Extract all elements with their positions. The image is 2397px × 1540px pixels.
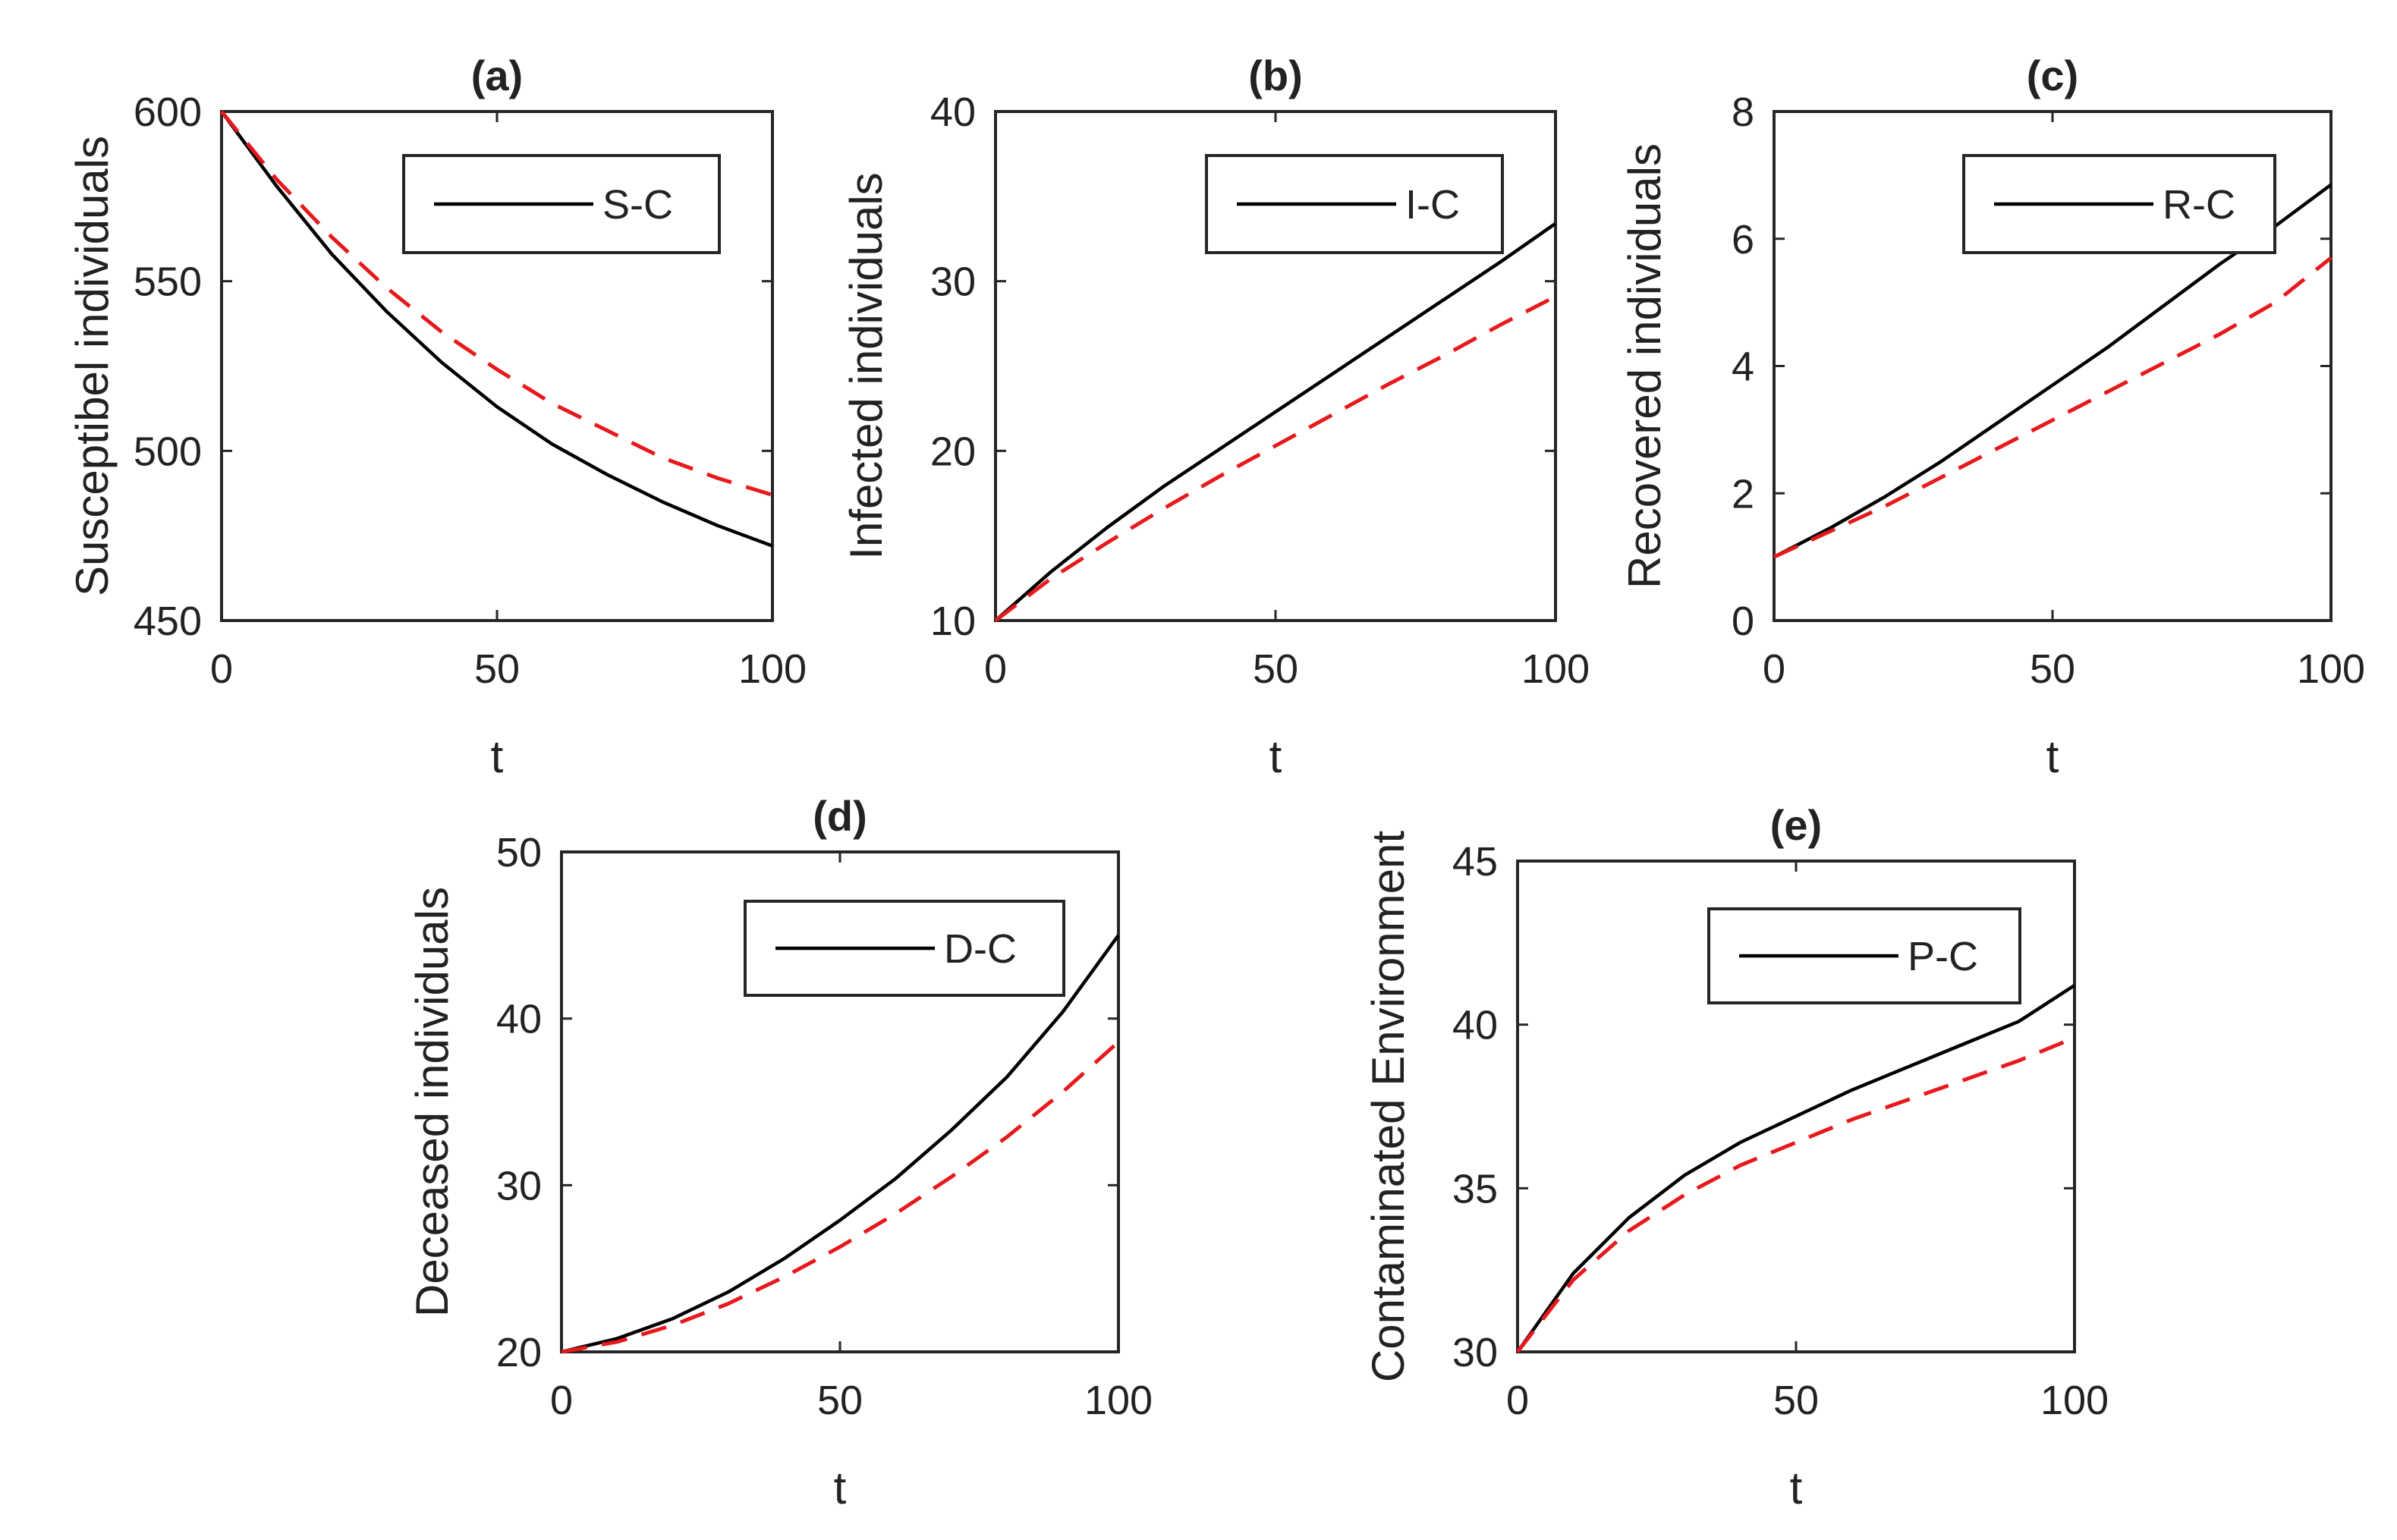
chart-c-title: (c): [2027, 52, 2078, 99]
chart-b-y-tick-label: 30: [930, 259, 976, 305]
chart-b-y-tick-label: 40: [930, 90, 976, 135]
chart-e-legend: P-C: [1707, 907, 2021, 1004]
chart-d-series-solid-line: [561, 934, 1120, 1354]
chart-e-panel: 0 50 100 30 35 40 45 t Contaminated Environment (…: [1363, 801, 2109, 1513]
chart-d-legend: D-C: [744, 900, 1065, 997]
chart-b-title: (b): [1248, 52, 1303, 99]
chart-b-series-solid-line: [994, 222, 1557, 622]
chart-c-x-tick-label: 0: [1763, 646, 1785, 692]
chart-a-y-tick-label: 550: [134, 259, 202, 305]
chart-c-y-tick-label: 0: [1732, 599, 1754, 644]
chart-a-y-tick-label: 450: [134, 599, 202, 644]
chart-c-x-tick-label: 50: [2030, 646, 2075, 692]
chart-c-y-tick-label: 2: [1732, 471, 1754, 517]
chart-a-y-axis-label: Susceptibel individuals: [67, 136, 118, 596]
chart-d-y-tick-label: 30: [496, 1163, 542, 1208]
chart-b-series-dashed-line: [994, 294, 1557, 622]
chart-a-x-tick-label: 100: [738, 646, 807, 692]
chart-c-x-tick-label: 100: [2297, 646, 2365, 692]
chart-a-legend-label: S-C: [602, 182, 673, 228]
chart-c-y-tick-label: 8: [1732, 90, 1754, 135]
chart-e-x-tick-label: 0: [1506, 1378, 1529, 1423]
chart-b-x-tick-label: 0: [984, 646, 1007, 692]
chart-a-x-tick-label: 0: [210, 646, 233, 692]
chart-d-series-dashed-line: [561, 1040, 1120, 1354]
chart-c-y-tick-label: 6: [1732, 217, 1754, 262]
chart-c-series-dashed-line: [1773, 256, 2333, 559]
chart-d-x-tick-label: 50: [817, 1378, 863, 1423]
chart-e-y-axis-label: Contaminated Environment: [1363, 831, 1414, 1382]
chart-a-panel: 0 50 100 450 500 550 600 t Susceptibel individua…: [67, 52, 807, 782]
chart-e-y-tick-label: 45: [1452, 839, 1498, 885]
chart-d-y-axis-label: Deceased individuals: [407, 887, 458, 1317]
chart-a-series-dashed-line: [220, 110, 773, 497]
chart-d-x-axis-label: t: [834, 1463, 847, 1513]
chart-c-y-axis-label: Recovered individuals: [1619, 143, 1670, 589]
chart-c-legend: R-C: [1962, 154, 2276, 254]
chart-d-title: (d): [813, 792, 867, 840]
chart-e-y-tick-label: 30: [1452, 1330, 1498, 1375]
chart-d-y-tick-label: 50: [496, 830, 542, 875]
chart-b-panel: 0 50 100 10 20 30 40 t Infected individuals (b) I-…: [841, 52, 1590, 782]
chart-d-legend-label: D-C: [944, 926, 1017, 972]
chart-a-x-axis-label: t: [491, 731, 504, 782]
chart-c-legend-label: R-C: [2163, 182, 2235, 228]
chart-d-y-tick-label: 20: [496, 1330, 542, 1375]
chart-e-x-tick-label: 50: [1773, 1378, 1819, 1423]
chart-b-x-axis-label: t: [1269, 731, 1282, 782]
chart-d-y-tick-label: 40: [496, 997, 542, 1042]
chart-b-y-tick-label: 20: [930, 429, 976, 474]
chart-e-y-tick-label: 40: [1452, 1003, 1498, 1048]
chart-b-y-tick-label: 10: [930, 599, 976, 644]
chart-b-x-tick-label: 100: [1521, 646, 1590, 692]
chart-b-x-tick-label: 50: [1253, 646, 1298, 692]
chart-e-title: (e): [1770, 801, 1822, 849]
chart-d-x-tick-label: 0: [550, 1378, 573, 1423]
chart-c-x-axis-label: t: [2046, 731, 2059, 782]
chart-c-panel: 0 50 100 0 2 4 6 8 t Recovered individuals (c) R-C: [1619, 52, 2365, 782]
chart-a-x-tick-label: 50: [474, 646, 520, 692]
chart-e-x-axis-label: t: [1790, 1463, 1803, 1513]
chart-e-y-tick-label: 35: [1452, 1166, 1498, 1212]
chart-d-panel: 0 50 100 20 30 40 50 t Deceased individuals (d) D-…: [407, 792, 1153, 1513]
chart-b-legend-label: I-C: [1405, 182, 1460, 228]
chart-a-legend: S-C: [402, 154, 721, 254]
chart-a-y-tick-label: 500: [134, 429, 202, 474]
chart-e-series-dashed-line: [1516, 1036, 2075, 1353]
chart-a-series-solid-line: [220, 110, 773, 548]
chart-b-legend: I-C: [1205, 154, 1504, 254]
chart-d-x-tick-label: 100: [1084, 1378, 1153, 1423]
chart-a-title: (a): [471, 52, 523, 99]
chart-a-y-tick-label: 600: [134, 90, 202, 135]
chart-b-y-axis-label: Infected individuals: [841, 172, 892, 559]
chart-e-series-solid-line: [1516, 984, 2076, 1353]
chart-e-legend-label: P-C: [1908, 934, 1978, 979]
chart-e-x-tick-label: 100: [2040, 1378, 2109, 1423]
chart-c-y-tick-label: 4: [1732, 344, 1754, 390]
